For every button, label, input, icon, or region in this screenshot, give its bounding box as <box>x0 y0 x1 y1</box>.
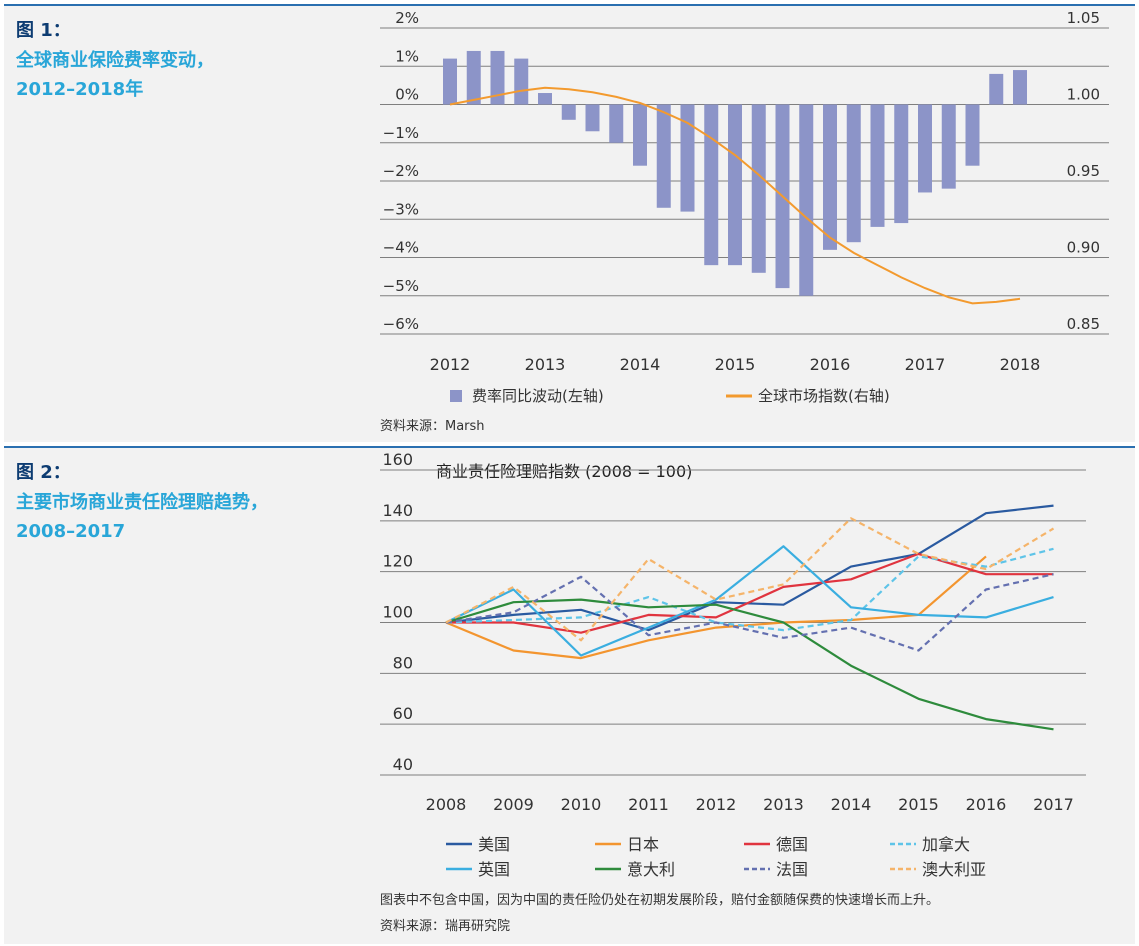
y-tick-label: 60 <box>393 704 413 723</box>
series-line-germany <box>446 552 1054 634</box>
y-left-tick-label: −6% <box>383 315 419 333</box>
rate-change-bar <box>1013 70 1027 105</box>
y-left-tick-label: −4% <box>383 239 419 257</box>
y-right-tick-label: 0.85 <box>1067 315 1100 333</box>
y-left-tick-label: −5% <box>383 277 419 295</box>
series-line-uk <box>445 545 1054 657</box>
rate-change-bar <box>846 104 861 243</box>
x-tick-label: 2008 <box>426 795 467 814</box>
figure-1-title-line-1: 全球商业保险费率变动， <box>16 50 214 71</box>
figure-2-note: 图表中不包含中国，因为中国的责任险仍处在初期发展阶段，赔付金额随保费的快速增长而… <box>380 892 939 908</box>
x-tick-label: 2014 <box>831 795 872 814</box>
x-tick-label: 2016 <box>810 355 851 374</box>
rate-change-bar <box>941 104 956 189</box>
rate-change-bar <box>728 104 742 266</box>
figure-2-title-line-2: 2008–2017 <box>16 521 126 542</box>
figure-1-panel: 图 1： 全球商业保险费率变动， 2012–2018年 2% 1% 0% −1% −2%… <box>4 4 1135 442</box>
x-tick-label: 2013 <box>525 355 566 374</box>
legend-label-uk: 英国 <box>478 860 510 879</box>
rate-change-bar <box>585 104 600 132</box>
y-left-tick-label: −3% <box>383 200 419 218</box>
x-tick-label: 2009 <box>493 795 534 814</box>
y-left-tick-label: 0% <box>395 86 419 104</box>
x-tick-label: 2018 <box>1000 355 1041 374</box>
figure-1-chart: 2% 1% 0% −1% −2% −3% −4% −5% −6% 1.05 1.00 0.95 0.90… <box>380 9 1109 434</box>
y-tick-label: 40 <box>393 755 413 774</box>
market-index-line <box>449 86 1021 305</box>
y-tick-label: 80 <box>393 653 413 672</box>
rate-change-bar <box>799 104 814 296</box>
rate-change-bar <box>514 58 529 105</box>
y-tick-label: 140 <box>382 501 413 520</box>
rate-change-bar <box>443 58 457 105</box>
series-line-usa <box>445 504 1054 632</box>
legend-line-label: 全球市场指数(右轴) <box>758 387 890 405</box>
legend-label-italy: 意大利 <box>627 860 675 879</box>
x-tick-label: 2015 <box>898 795 939 814</box>
legend-label-canada: 加拿大 <box>922 835 970 854</box>
y-tick-label: 100 <box>382 603 413 622</box>
rate-change-bar <box>633 104 647 166</box>
figure-2-chart: 商业责任险理赔指数 (2008 = 100) 160 140 120 100 80 60 40… <box>380 450 1086 934</box>
rate-change-bar <box>894 104 909 224</box>
figure-1-title: 全球商业保险费率变动， 2012–2018年 <box>16 46 346 104</box>
rate-change-bar <box>989 73 1004 105</box>
x-tick-label: 2016 <box>966 795 1007 814</box>
rate-change-bar <box>965 104 980 166</box>
y-left-tick-label: 1% <box>395 47 419 65</box>
x-tick-label: 2012 <box>430 355 471 374</box>
rate-change-bar <box>751 104 766 273</box>
y-tick-label: 160 <box>382 450 413 469</box>
y-right-tick-label: 0.95 <box>1067 162 1100 180</box>
legend-bars-swatch <box>450 390 462 402</box>
y-right-tick-label: 0.90 <box>1067 239 1100 257</box>
rate-change-bar <box>561 104 576 120</box>
y-left-tick-label: −2% <box>383 162 419 180</box>
legend-label-australia: 澳大利亚 <box>922 860 986 879</box>
rate-change-bar <box>466 50 481 105</box>
rate-change-bar <box>538 93 552 105</box>
rate-change-bar <box>704 104 719 266</box>
y-left-tick-label: −1% <box>383 124 419 142</box>
x-tick-label: 2012 <box>696 795 737 814</box>
x-tick-label: 2014 <box>620 355 661 374</box>
x-tick-label: 2017 <box>905 355 946 374</box>
figure-1-label: 图 1： <box>16 20 71 41</box>
x-tick-label: 2010 <box>561 795 602 814</box>
rate-change-bar <box>680 104 695 212</box>
rate-change-bar <box>918 104 932 193</box>
figure-2-title-line-1: 主要市场商业责任险理赔趋势， <box>16 492 268 513</box>
x-tick-label: 2013 <box>763 795 804 814</box>
rate-change-bar <box>609 104 624 143</box>
figure-2-title: 主要市场商业责任险理赔趋势， 2008–2017 <box>16 488 346 546</box>
figure-2-source: 资料来源：瑞再研究院 <box>380 919 510 934</box>
legend-bars-label: 费率同比波动(左轴) <box>472 387 604 405</box>
x-tick-label: 2017 <box>1033 795 1074 814</box>
legend-label-usa: 美国 <box>478 835 510 854</box>
figure-2-label: 图 2： <box>16 462 71 483</box>
rate-change-bar <box>656 104 671 208</box>
y-tick-label: 120 <box>382 552 413 571</box>
y-left-tick-label: 2% <box>395 9 419 27</box>
rate-change-bar <box>490 50 505 105</box>
series-line-canada <box>445 547 1054 632</box>
legend-label-japan: 日本 <box>627 835 659 854</box>
x-tick-label: 2015 <box>715 355 756 374</box>
legend-label-france: 法国 <box>776 860 808 879</box>
figure-1-source: 资料来源：Marsh <box>380 419 485 434</box>
y-right-tick-label: 1.05 <box>1067 9 1100 27</box>
series-line-italy <box>445 598 1054 731</box>
rate-change-bar <box>823 104 837 250</box>
legend-label-germany: 德国 <box>776 835 808 854</box>
x-tick-label: 2011 <box>628 795 669 814</box>
y-right-tick-label: 1.00 <box>1067 86 1100 104</box>
series-line-japan <box>445 555 987 660</box>
rate-change-bar <box>870 104 885 227</box>
series-line-australia <box>445 517 1055 642</box>
figure-2-chart-title: 商业责任险理赔指数 (2008 = 100) <box>436 462 692 481</box>
figure-1-title-line-2: 2012–2018年 <box>16 79 144 100</box>
figure-2-panel: 图 2： 主要市场商业责任险理赔趋势， 2008–2017 商业责任险理赔指数 … <box>4 446 1135 944</box>
